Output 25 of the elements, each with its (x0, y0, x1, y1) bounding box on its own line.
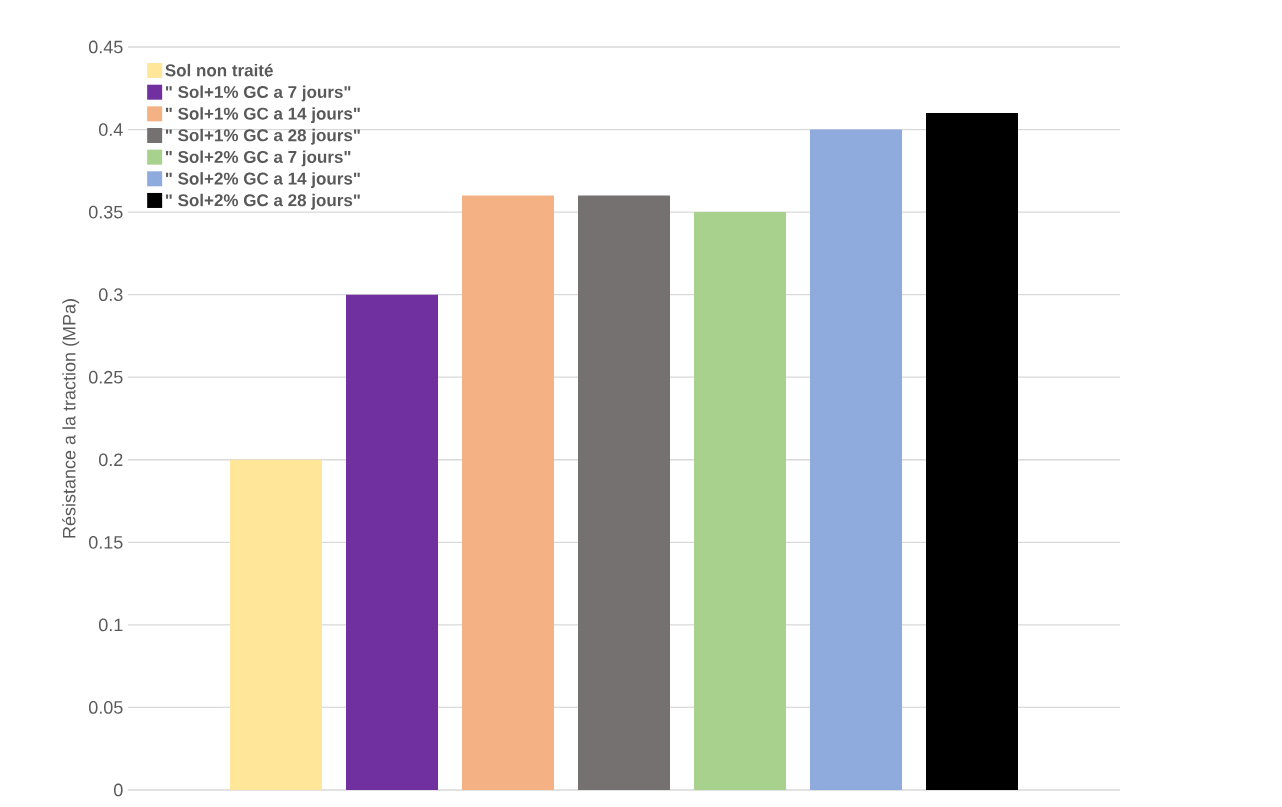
y-tick-label: 0.3 (98, 288, 123, 302)
legend-label: " Sol+2% GC a 28 jours" (165, 193, 360, 210)
y-tick-label: 0.15 (88, 535, 123, 549)
y-tick-label: 0.35 (88, 205, 123, 219)
legend-label: " Sol+1% GC a 28 jours" (165, 128, 360, 145)
bar (810, 129, 902, 790)
bar (578, 195, 671, 790)
y-tick-label: 0.2 (98, 453, 123, 467)
bar (230, 459, 323, 790)
y-tick-label: 0.05 (88, 701, 123, 714)
y-tick-label: 0 (114, 783, 123, 797)
legend-label: Sol non traité (165, 63, 273, 77)
legend-label: " Sol+1% GC a 7 jours" (165, 85, 351, 102)
y-tick-label: 0.45 (88, 40, 123, 54)
legend-label: " Sol+2% GC a 14 jours" (165, 172, 360, 188)
y-tick-label: 0.1 (98, 618, 123, 632)
legend-label: " Sol+1% GC a 14 jours" (165, 107, 360, 124)
bar (462, 195, 555, 790)
bar (926, 113, 1019, 790)
y-tick-label: 0.4 (98, 123, 123, 136)
y-tick-label: 0.25 (88, 370, 123, 384)
legend-label: " Sol+2% GC a 7 jours" (165, 150, 351, 167)
bar (694, 212, 786, 790)
bar (346, 294, 439, 790)
y-axis-title: Résistance a la traction (MPa) (62, 299, 80, 538)
